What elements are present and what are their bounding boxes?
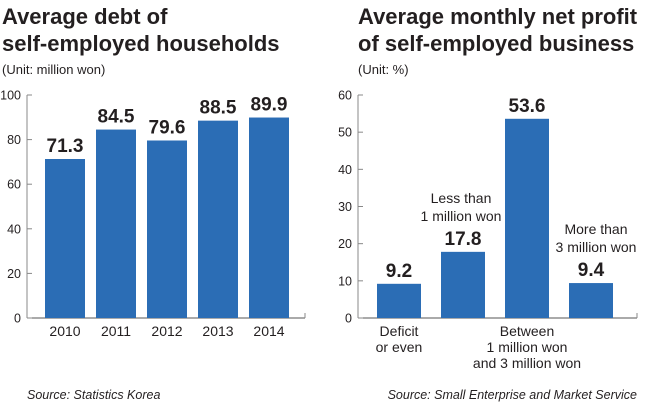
chart-title-line: Average debt of — [2, 4, 168, 29]
data-label: 17.8 — [445, 229, 482, 250]
chart-title-line: Average monthly net profit — [358, 4, 638, 29]
data-label: 89.9 — [251, 95, 288, 116]
category-label: 2011 — [101, 323, 131, 339]
y-tick-label: 40 — [7, 222, 21, 236]
category-label: Deficit — [380, 323, 419, 339]
data-label: 84.5 — [98, 107, 135, 128]
y-tick-label: 10 — [338, 274, 352, 288]
data-label: 9.4 — [578, 260, 605, 281]
y-tick-label: 20 — [338, 237, 352, 251]
source-label: Source: Small Enterprise and Market Serv… — [388, 388, 637, 402]
category-label: 2014 — [253, 323, 284, 339]
bar — [147, 140, 187, 318]
unit-label: (Unit: million won) — [2, 62, 105, 77]
category-label: 2013 — [202, 323, 233, 339]
bar — [96, 129, 136, 318]
category-label: and 3 million won — [473, 355, 581, 371]
chart-title-line: self-employed households — [2, 31, 280, 56]
category-label: 1 million won — [487, 339, 568, 355]
y-tick-label: 80 — [7, 133, 21, 147]
bar — [45, 159, 85, 318]
category-label: Between — [500, 323, 554, 339]
category-label: 1 million won — [421, 208, 502, 224]
category-label: 2012 — [151, 323, 182, 339]
category-label: More than — [564, 221, 627, 237]
bar — [569, 283, 613, 318]
category-label: Less than — [431, 190, 492, 206]
data-label: 79.6 — [149, 117, 186, 138]
data-label: 71.3 — [47, 136, 84, 157]
category-label: 2010 — [49, 323, 80, 339]
chart-title-line: of self-employed business — [358, 31, 634, 56]
y-tick-label: 100 — [0, 89, 21, 103]
data-label: 53.6 — [509, 96, 546, 117]
y-tick-label: 0 — [345, 312, 352, 326]
bar — [377, 283, 421, 318]
y-tick-label: 50 — [338, 126, 352, 140]
bar — [505, 118, 549, 318]
data-label: 9.2 — [386, 261, 412, 282]
category-label: 3 million won — [556, 239, 637, 255]
y-tick-label: 0 — [14, 312, 21, 326]
bar — [249, 117, 289, 318]
bar — [198, 120, 238, 319]
y-tick-label: 40 — [338, 163, 352, 177]
category-label: or even — [376, 339, 423, 355]
data-label: 88.5 — [200, 98, 237, 119]
unit-label: (Unit: %) — [358, 62, 409, 77]
y-tick-label: 20 — [7, 267, 21, 281]
bar — [441, 251, 485, 318]
y-tick-label: 60 — [338, 89, 352, 103]
y-tick-label: 30 — [338, 200, 352, 214]
source-label: Source: Statistics Korea — [27, 388, 160, 402]
y-tick-label: 60 — [7, 178, 21, 192]
